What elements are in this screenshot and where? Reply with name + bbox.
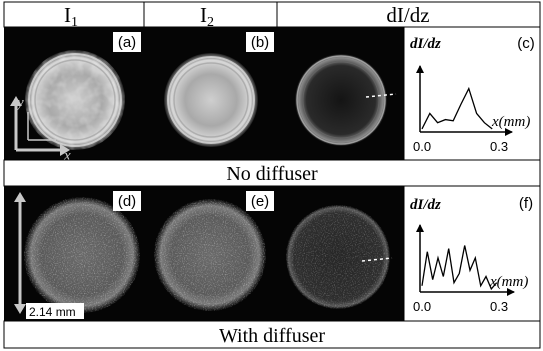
profile-line-c — [365, 93, 397, 98]
profile-line-f — [361, 257, 393, 262]
chart-c-y-arrow — [416, 65, 424, 73]
axis-x-label: x — [63, 148, 71, 164]
chart-c-tick-0: 0.0 — [413, 139, 431, 154]
header-didz: dI/dz — [386, 3, 429, 27]
scale-bar: 2.14 mm — [14, 192, 84, 319]
chart-c-series-line — [421, 86, 493, 130]
panel-label-c: (c) — [517, 35, 535, 52]
row-no-diffuser: y x — [4, 26, 541, 164]
panel-label-f: (f) — [519, 195, 533, 212]
chart-c-ylabel: dI/dz — [410, 36, 441, 52]
chart-f: dI/dz x(mm) 0.0 0.3 — [410, 197, 528, 314]
chart-f-tick-1: 0.3 — [490, 299, 508, 314]
chart-c-tick-1: 0.3 — [490, 139, 508, 154]
header-row: I1 I2 dI/dz — [3, 1, 541, 30]
axis-y-label: y — [15, 95, 24, 111]
chart-c-x-arrow — [505, 128, 513, 136]
caption-row2-box — [3, 320, 541, 349]
panel-label-d: (d) — [118, 193, 136, 210]
beam-b — [164, 53, 258, 147]
chart-f-tick-0: 0.0 — [413, 299, 431, 314]
panel-label-e: (e) — [251, 193, 269, 210]
chart-f-series-line — [421, 245, 498, 291]
plot-c-frame — [403, 26, 541, 161]
caption-row1-box — [3, 159, 541, 187]
panel-labels: (a) (b) (c) (d) (e) (f) — [113, 32, 535, 212]
chart-f-x-arrow — [507, 288, 515, 296]
panel-label-b: (b) — [251, 34, 269, 51]
chart-f-xlabel: x(mm) — [489, 274, 528, 290]
beam-c — [295, 54, 387, 146]
chart-c-xlabel: x(mm) — [491, 114, 530, 130]
header-i2: I2 — [200, 3, 214, 30]
header-i1: I1 — [64, 3, 78, 30]
panel-label-a: (a) — [118, 34, 136, 51]
caption-with-diffuser: With diffuser — [219, 325, 325, 347]
axes-overlay: y x — [10, 95, 71, 164]
chart-c: dI/dz x(mm) 0.0 0.3 — [410, 36, 530, 154]
row-with-diffuser: 2.14 mm — [4, 185, 541, 322]
chart-f-ylabel: dI/dz — [410, 197, 441, 213]
scale-bar-label: 2.14 mm — [29, 305, 76, 319]
caption-no-diffuser: No diffuser — [226, 163, 318, 185]
chart-f-y-arrow — [416, 224, 424, 232]
